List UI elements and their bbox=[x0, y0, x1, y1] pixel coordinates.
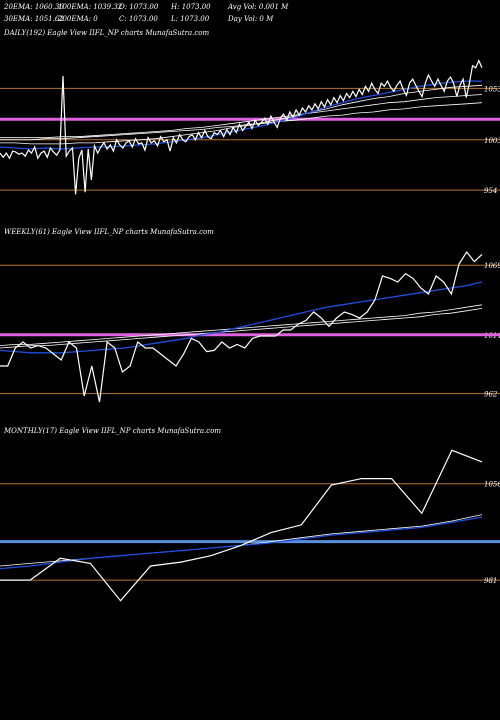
indicator-header: 20EMA: 1060.36100EMA: 1039.32O: 1073.00 H… bbox=[4, 1, 288, 25]
open-value: O: 1073.00 bbox=[119, 3, 159, 11]
low-value: L: 1073.00 bbox=[171, 15, 210, 23]
daily-ema-slow-line bbox=[0, 102, 483, 141]
daily-level-label: 1003 bbox=[484, 137, 500, 145]
ema30-value: 30EMA: 1051.62 bbox=[4, 15, 64, 23]
close-value: C: 1073.00 bbox=[119, 15, 158, 23]
ema20-value: 20EMA: 1060.36 bbox=[4, 3, 64, 11]
high-value: H: 1073.00 bbox=[171, 3, 211, 11]
weekly-level-label: 962 bbox=[484, 391, 498, 399]
header-row-2: 30EMA: 1051.62200EMA: 0 C: 1073.00 L: 1073… bbox=[4, 13, 288, 25]
weekly-ema-slow-line bbox=[0, 304, 483, 346]
daily-level-label: 954 bbox=[484, 187, 497, 195]
daily-ema-slow-line bbox=[0, 84, 483, 145]
weekly-ema-fast-line bbox=[0, 281, 483, 354]
weekly-panel-title: WEEKLY(61) Eagle View IIFL_NP charts Mun… bbox=[4, 228, 214, 236]
day-volume-value: Day Vol: 0 M bbox=[228, 15, 274, 23]
daily-level-label: 1053 bbox=[484, 85, 500, 93]
daily-panel-title: DAILY(192) Eagle View IIFL_NP charts Mun… bbox=[4, 29, 210, 37]
ema200-value: 200EMA: 0 bbox=[58, 15, 98, 23]
daily-chart: 1053 1003 954 bbox=[0, 59, 500, 195]
daily-price-line bbox=[0, 59, 483, 195]
avg-volume-value: Avg Vol: 0.001 M bbox=[228, 3, 289, 11]
weekly-price-line bbox=[0, 250, 483, 403]
monthly-level-label: 981 bbox=[484, 577, 497, 585]
monthly-chart: 1056 981 bbox=[0, 449, 500, 602]
weekly-ema-slow-line bbox=[0, 308, 483, 349]
weekly-chart: 10691011962 bbox=[0, 250, 500, 403]
daily-ema-fast-line bbox=[0, 80, 482, 150]
monthly-panel-title: MONTHLY(17) Eagle View IIFL_NP charts Mu… bbox=[4, 427, 222, 435]
header-row-1: 20EMA: 1060.36100EMA: 1039.32O: 1073.00 H… bbox=[4, 1, 288, 13]
daily-ema-slow-line bbox=[0, 94, 483, 139]
monthly-price-line bbox=[0, 449, 483, 602]
monthly-level-label: 1056 bbox=[484, 481, 500, 489]
ema100-value: 100EMA: 1039.32 bbox=[58, 3, 123, 11]
